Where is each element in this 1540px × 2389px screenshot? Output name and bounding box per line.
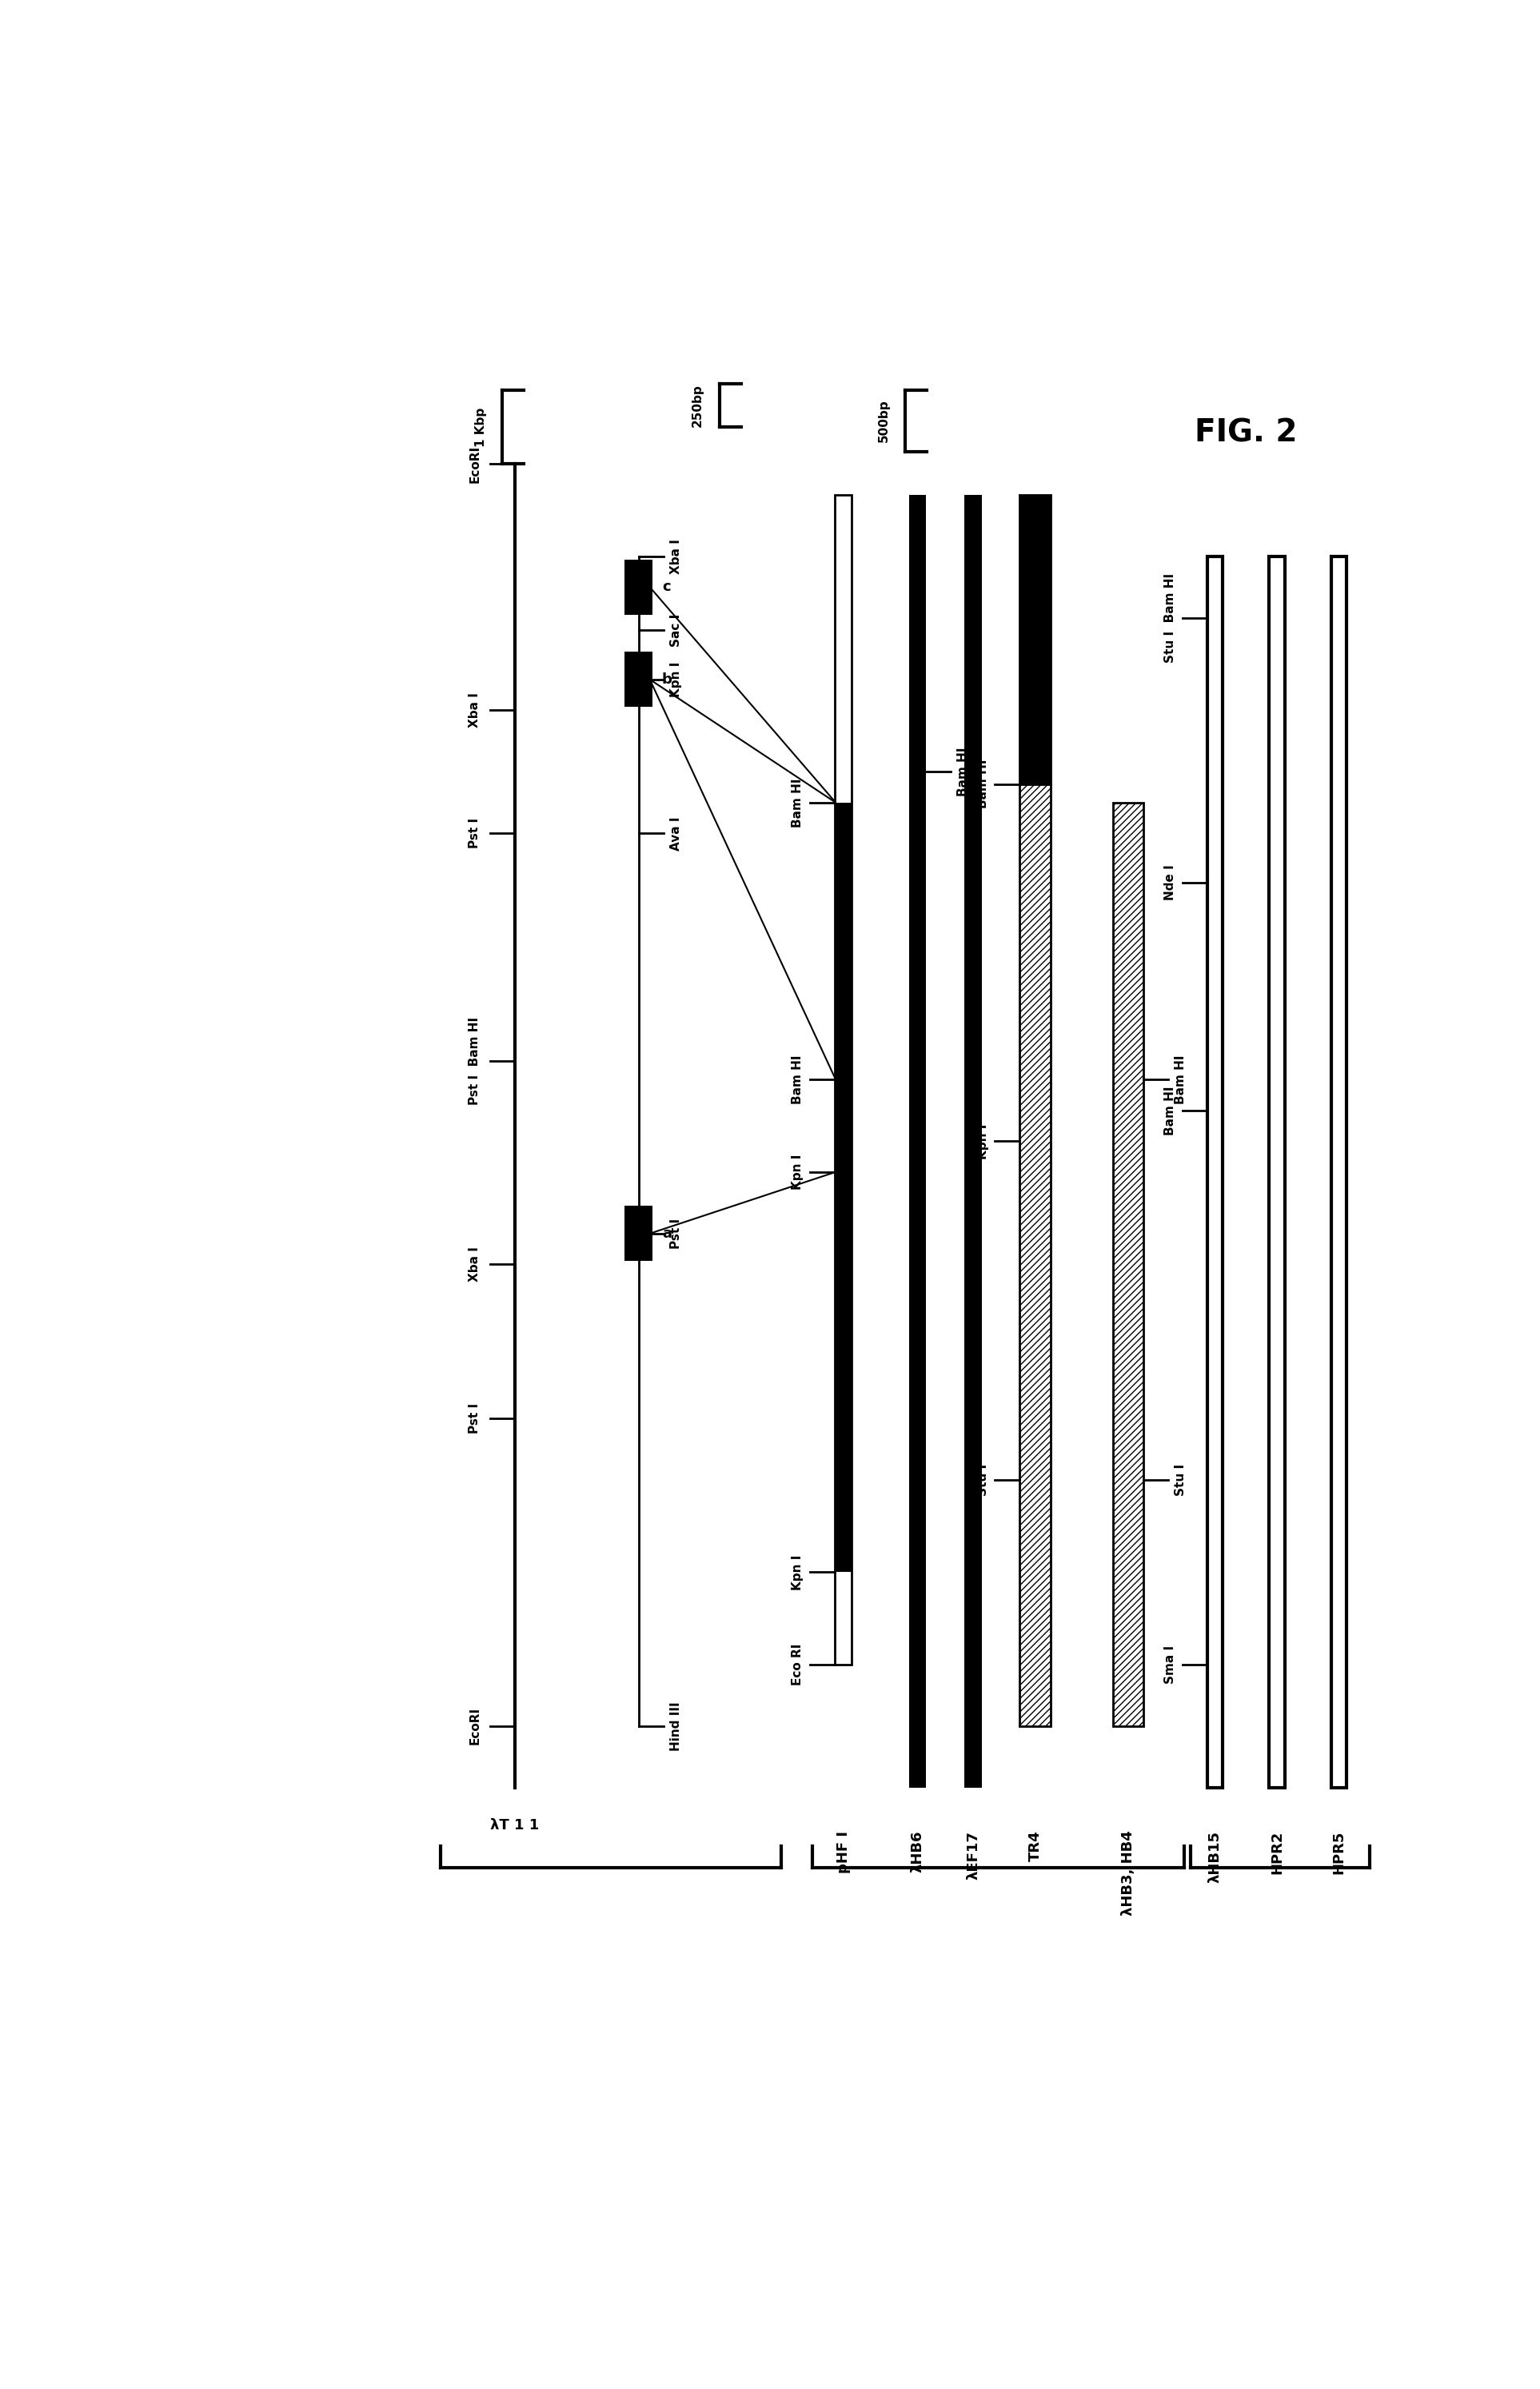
- Text: Xba I: Xba I: [670, 540, 682, 573]
- Text: Sma I: Sma I: [1164, 1646, 1177, 1684]
- Text: Pst I: Pst I: [468, 1402, 480, 1433]
- Text: pHF I: pHF I: [836, 1830, 850, 1873]
- Text: EcoRI: EcoRI: [468, 444, 480, 483]
- Text: λHB3, HB4: λHB3, HB4: [1121, 1830, 1135, 1916]
- Text: HPR5: HPR5: [1332, 1830, 1346, 1875]
- Text: 500bp: 500bp: [878, 399, 890, 442]
- Text: Bam HI: Bam HI: [792, 1056, 804, 1104]
- Text: Xba I: Xba I: [468, 693, 480, 729]
- Text: Sac I: Sac I: [670, 614, 682, 647]
- Text: Hind III: Hind III: [670, 1701, 682, 1751]
- Bar: [909, 495, 926, 1787]
- Text: λT 1 1: λT 1 1: [490, 1818, 539, 1832]
- Bar: [625, 1206, 653, 1261]
- Bar: [1019, 784, 1050, 1725]
- Bar: [835, 495, 852, 1665]
- Text: Bam HI: Bam HI: [1164, 1087, 1177, 1135]
- Text: λHB15: λHB15: [1207, 1830, 1223, 1883]
- Text: 1 Kbp: 1 Kbp: [474, 409, 487, 447]
- Text: Kpn I: Kpn I: [792, 1555, 804, 1589]
- Bar: [1019, 495, 1050, 784]
- Text: 250bp: 250bp: [691, 385, 704, 428]
- Text: λEF17: λEF17: [966, 1830, 981, 1880]
- Text: Kpn I: Kpn I: [976, 1123, 989, 1159]
- Text: Xba I: Xba I: [468, 1247, 480, 1283]
- Text: Ava I: Ava I: [670, 817, 682, 850]
- Text: Kpn I: Kpn I: [792, 1154, 804, 1190]
- Text: Nde I: Nde I: [1164, 865, 1177, 901]
- Text: Stu I: Stu I: [1175, 1464, 1187, 1496]
- Text: Bam HI: Bam HI: [976, 760, 989, 810]
- Text: Pst I: Pst I: [670, 1218, 682, 1249]
- Text: c: c: [662, 581, 670, 595]
- Text: Eco RI: Eco RI: [792, 1644, 804, 1684]
- Text: Bam HI: Bam HI: [958, 748, 969, 796]
- Bar: [1331, 557, 1346, 1787]
- Text: Stu I: Stu I: [976, 1464, 989, 1496]
- Text: Kpn I: Kpn I: [670, 662, 682, 698]
- Text: Pst I: Pst I: [468, 817, 480, 848]
- Bar: [1269, 557, 1284, 1787]
- Text: λHB6: λHB6: [910, 1830, 924, 1873]
- Text: FIG. 2: FIG. 2: [1195, 418, 1297, 449]
- Text: TR4: TR4: [1029, 1830, 1043, 1861]
- Bar: [1207, 557, 1223, 1787]
- Bar: [625, 559, 653, 614]
- Text: Stu I  Bam HI: Stu I Bam HI: [1164, 573, 1177, 662]
- Text: Bam HI: Bam HI: [792, 779, 804, 827]
- Text: a: a: [662, 1226, 671, 1240]
- Bar: [964, 495, 983, 1787]
- Bar: [835, 803, 852, 1572]
- Bar: [625, 652, 653, 707]
- Text: b: b: [662, 671, 671, 686]
- Text: HPR2: HPR2: [1270, 1830, 1284, 1875]
- Text: Pst I  Bam HI: Pst I Bam HI: [468, 1018, 480, 1106]
- Text: EcoRI: EcoRI: [468, 1708, 480, 1744]
- Text: Bam HI: Bam HI: [1175, 1056, 1187, 1104]
- Bar: [1113, 803, 1144, 1725]
